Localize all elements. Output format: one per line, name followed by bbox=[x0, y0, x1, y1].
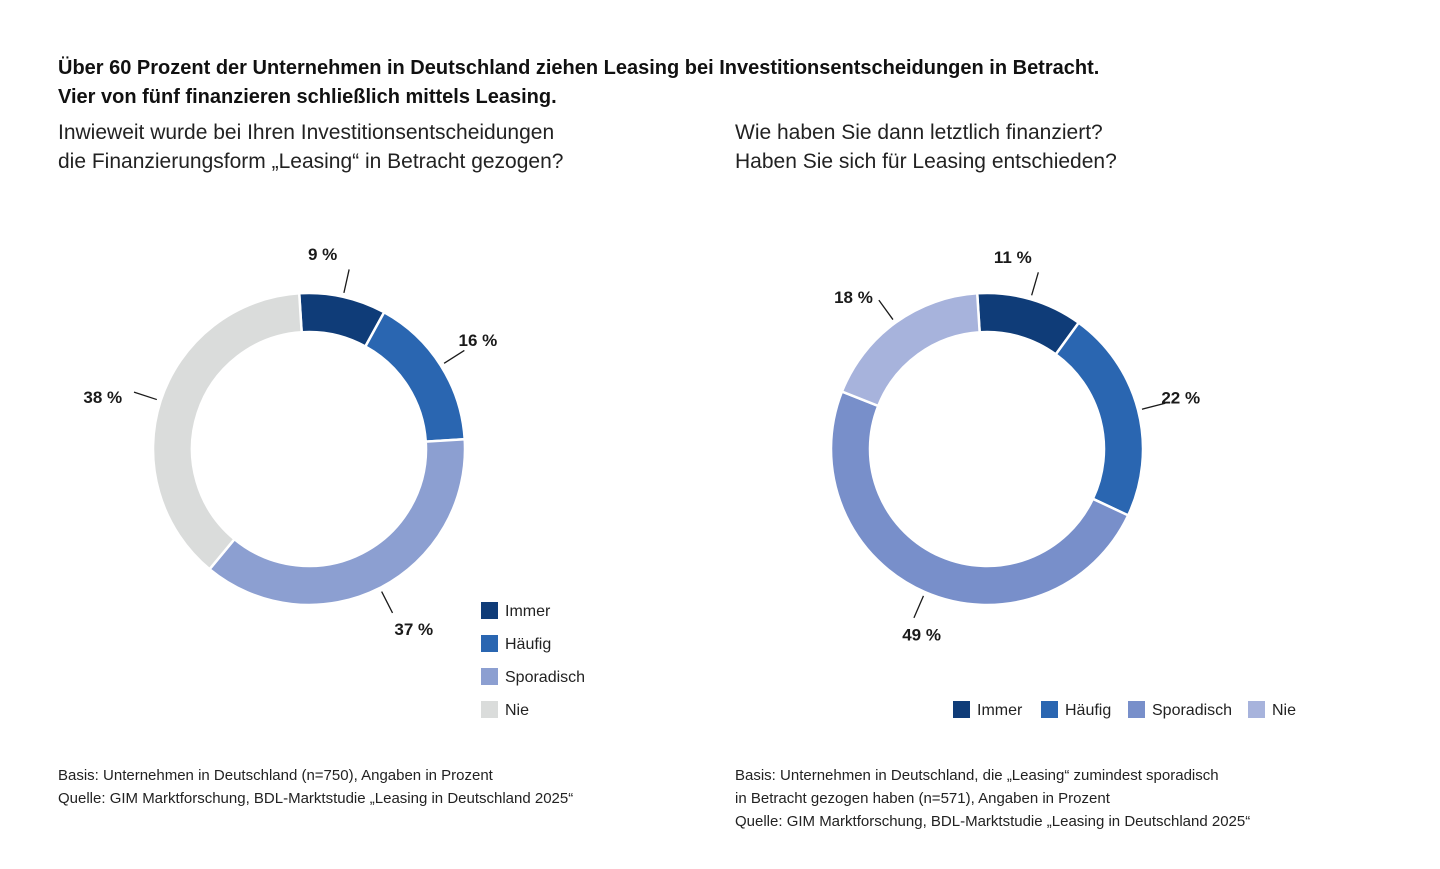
right-leader-line-nie bbox=[878, 299, 894, 320]
left-leader-line-nie bbox=[133, 391, 158, 401]
right-slice-nie bbox=[840, 291, 981, 408]
right-legend: Immer Häufig Sporadisch Nie bbox=[953, 701, 1296, 719]
right-slice-sporadisch bbox=[829, 389, 1130, 607]
left-leader-line-immer bbox=[343, 269, 350, 293]
right-data-label-sporadisch: 49 % bbox=[902, 626, 941, 645]
left-data-label-nie: 38 % bbox=[83, 388, 122, 407]
left-slice-sporadisch bbox=[207, 437, 467, 607]
left-legend-swatch-häufig bbox=[481, 635, 498, 652]
left-donut-chart: 9 % 16 % 37 % 38 % bbox=[83, 245, 497, 639]
left-data-label-häufig: 16 % bbox=[458, 331, 497, 350]
left-slice-häufig bbox=[363, 310, 467, 443]
right-legend-swatch-sporadisch bbox=[1128, 701, 1145, 718]
left-data-label-sporadisch: 37 % bbox=[394, 620, 433, 639]
right-data-label-häufig: 22 % bbox=[1161, 388, 1200, 407]
headline-line-2: Vier von fünf finanzieren schließlich mi… bbox=[58, 86, 557, 108]
right-legend-label-immer: Immer bbox=[977, 702, 1023, 719]
left-legend-swatch-sporadisch bbox=[481, 668, 498, 685]
right-footer-basis-1: Basis: Unternehmen in Deutschland, die „… bbox=[735, 767, 1219, 784]
right-chart-question: Wie haben Sie dann letztlich finanziert?… bbox=[735, 118, 1117, 176]
right-legend-swatch-häufig bbox=[1041, 701, 1058, 718]
right-footer-source: Quelle: GIM Marktforschung, BDL-Marktstu… bbox=[735, 813, 1251, 830]
left-footer-basis: Basis: Unternehmen in Deutschland (n=750… bbox=[58, 767, 493, 784]
left-legend-swatch-immer bbox=[481, 602, 498, 619]
left-data-label-immer: 9 % bbox=[308, 245, 337, 264]
right-leader-line-häufig bbox=[1141, 402, 1166, 410]
left-legend-label-sporadisch: Sporadisch bbox=[505, 669, 585, 686]
headline: Über 60 Prozent der Unternehmen in Deuts… bbox=[58, 54, 1378, 112]
right-legend-swatch-immer bbox=[953, 701, 970, 718]
right-leader-line-immer bbox=[1031, 272, 1039, 296]
right-chart-footer: Basis: Unternehmen in Deutschland, die „… bbox=[735, 764, 1250, 833]
left-question-line-2: die Finanzierungsform „Leasing“ in Betra… bbox=[58, 150, 564, 173]
right-leader-line-sporadisch bbox=[913, 595, 925, 619]
left-leader-line-sporadisch bbox=[381, 591, 394, 614]
right-data-label-immer: 11 % bbox=[994, 248, 1032, 267]
right-legend-label-häufig: Häufig bbox=[1065, 702, 1111, 719]
left-legend-label-immer: Immer bbox=[505, 603, 551, 620]
right-data-label-nie: 18 % bbox=[834, 288, 873, 307]
right-legend-label-sporadisch: Sporadisch bbox=[1152, 702, 1232, 719]
left-chart-question: Inwieweit wurde bei Ihren Investitionsen… bbox=[58, 118, 563, 176]
left-legend: Immer Häufig Sporadisch Nie bbox=[481, 602, 585, 719]
left-slice-nie bbox=[151, 291, 303, 571]
left-legend-label-häufig: Häufig bbox=[505, 636, 551, 653]
right-legend-swatch-nie bbox=[1248, 701, 1265, 718]
right-legend-label-nie: Nie bbox=[1272, 702, 1296, 719]
left-footer-source: Quelle: GIM Marktforschung, BDL-Marktstu… bbox=[58, 790, 574, 807]
left-legend-label-nie: Nie bbox=[505, 702, 529, 719]
right-question-line-2: Haben Sie sich für Leasing entschieden? bbox=[735, 150, 1117, 173]
left-legend-swatch-nie bbox=[481, 701, 498, 718]
right-slice-häufig bbox=[1054, 321, 1145, 518]
right-donut-chart: 11 % 22 % 49 % 18 % bbox=[829, 248, 1200, 645]
left-leader-line-häufig bbox=[443, 349, 465, 364]
right-footer-basis-2: in Betracht gezogen haben (n=571), Angab… bbox=[735, 790, 1110, 807]
left-chart-footer: Basis: Unternehmen in Deutschland (n=750… bbox=[58, 764, 573, 810]
headline-line-1: Über 60 Prozent der Unternehmen in Deuts… bbox=[58, 57, 1100, 79]
left-question-line-1: Inwieweit wurde bei Ihren Investitionsen… bbox=[58, 121, 555, 144]
right-question-line-1: Wie haben Sie dann letztlich finanziert? bbox=[735, 121, 1103, 144]
